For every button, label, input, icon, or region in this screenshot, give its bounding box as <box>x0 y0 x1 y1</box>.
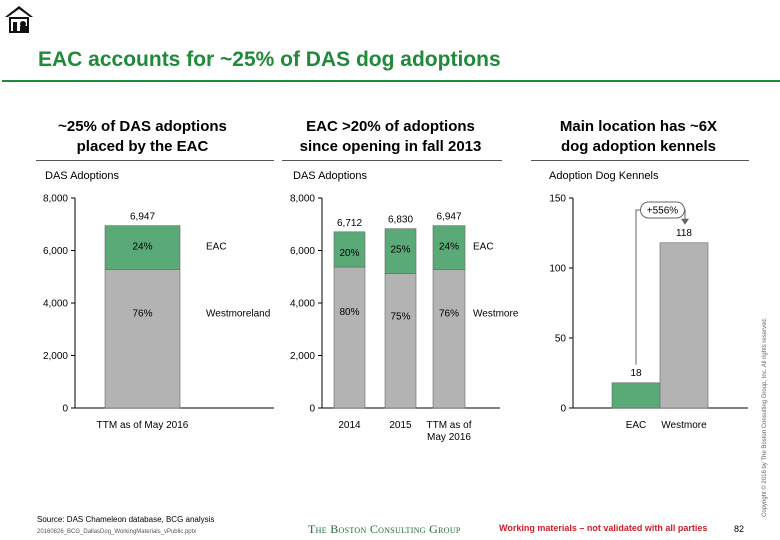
chart-3-y-tick-label: 150 <box>549 194 566 205</box>
title-divider <box>2 80 780 82</box>
chart-3-growth-arrowhead <box>681 218 689 225</box>
chart-3-bar-value-label: 18 <box>630 368 642 379</box>
panel-2-title: EAC >20% of adoptions since opening in f… <box>283 117 498 157</box>
panel-2-title-line-1: EAC >20% of adoptions <box>306 118 475 135</box>
chart-1-category-label: TTM as of May 2016 <box>97 420 189 431</box>
chart-3-bar-value-label: 118 <box>676 228 692 239</box>
chart-2-bar-westmore <box>333 266 366 409</box>
chart-1-y-tick-label: 2,000 <box>43 351 68 362</box>
chart-1-bar-pct-label: 76% <box>132 309 152 320</box>
chart-1-legend-eac: EAC <box>206 242 227 253</box>
chart-2-y-tick-label: 0 <box>309 404 315 415</box>
chart-3-category-label: Westmore <box>661 420 707 431</box>
chart-2-bar-pct-label: 20% <box>339 248 359 259</box>
chart-3-bar-eac <box>611 382 661 409</box>
chart-2-category-label: TTM as of <box>426 420 471 431</box>
chart-3-y-tick-label: 50 <box>555 334 567 345</box>
chart-2-bar-eac <box>384 228 417 274</box>
house-logo-icon <box>5 6 33 33</box>
chart-2-bar-eac <box>333 231 366 268</box>
chart-2-category-label: May 2016 <box>427 432 471 443</box>
page-title: EAC accounts for ~25% of DAS dog adoptio… <box>38 48 501 71</box>
chart-1-y-tick-label: 4,000 <box>43 299 68 310</box>
file-name: 20160826_BCG_DallasDog_WorkingMaterials_… <box>37 529 197 535</box>
chart-2-bar-pct-label: 76% <box>439 309 459 320</box>
chart-1-y-tick-label: 0 <box>62 404 68 415</box>
chart-2-category-label: 2014 <box>338 420 361 431</box>
chart-2-legend-westmore: Westmore <box>473 309 519 320</box>
panel-1-divider <box>36 160 274 161</box>
chart-1-y-tick-label: 6,000 <box>43 246 68 257</box>
panel-2-ylabel: DAS Adoptions <box>293 170 367 182</box>
source-note: Source: DAS Chameleon database, BCG anal… <box>37 515 215 524</box>
chart-2-y-tick-label: 2,000 <box>290 351 315 362</box>
chart-1-bar-pct-label: 24% <box>132 242 152 253</box>
panel-1-title: ~25% of DAS adoptions placed by the EAC <box>40 117 245 157</box>
chart-1-bar-total-label: 6,947 <box>130 212 155 223</box>
chart-2-legend-eac: EAC <box>473 242 494 253</box>
page-number: 82 <box>734 524 745 534</box>
chart-2-bar-total-label: 6,830 <box>388 215 413 226</box>
panel-3-title-line-2: dog adoption kennels <box>560 138 716 155</box>
chart-2-y-tick-label: 8,000 <box>290 194 315 205</box>
copyright-note: Copyright © 2016 by The Boston Consultin… <box>762 317 768 517</box>
chart-2-bar-westmore <box>432 269 466 409</box>
panel-1-title-line-1: ~25% of DAS adoptions <box>58 118 227 135</box>
panel-3-ylabel: Adoption Dog Kennels <box>549 170 659 182</box>
chart-2-bar-total-label: 6,947 <box>436 212 461 223</box>
chart-1-legend-westmore: Westmoreland <box>206 309 270 320</box>
chart-1-y-tick-label: 8,000 <box>43 194 68 205</box>
chart-2-bar-pct-label: 25% <box>390 245 410 256</box>
chart-3-category-label: EAC <box>626 420 647 431</box>
chart-3-y-tick-label: 0 <box>560 404 566 415</box>
chart-3-y-tick-label: 100 <box>549 264 566 275</box>
panel-1-title-line-2: placed by the EAC <box>76 138 209 155</box>
panel-1-ylabel: DAS Adoptions <box>45 170 119 182</box>
chart-2-bar-westmore <box>384 273 417 409</box>
chart-1-bar-westmore <box>104 269 181 409</box>
chart-3-growth-label: +556% <box>647 206 679 217</box>
panel-2-title-line-2: since opening in fall 2013 <box>299 138 482 155</box>
panel-3-divider <box>531 160 749 161</box>
panel-3-title-line-1: Main location has ~6X <box>559 118 718 135</box>
chart-2-bar-pct-label: 75% <box>390 311 410 322</box>
chart-2-bar-total-label: 6,712 <box>337 218 362 229</box>
chart-3-growth-bubble <box>640 201 685 219</box>
chart-2-y-tick-label: 4,000 <box>290 299 315 310</box>
brand-logo: The Boston Consulting Group <box>308 522 461 536</box>
chart-2-category-label: 2015 <box>389 420 412 431</box>
chart-2-bar-eac <box>432 225 466 270</box>
warning-note: Working materials – not validated with a… <box>499 523 708 533</box>
panel-2-divider <box>282 160 502 161</box>
panel-3-title: Main location has ~6X dog adoption kenne… <box>536 117 741 157</box>
chart-3-bar-westmore <box>659 242 709 409</box>
chart-2-bar-pct-label: 80% <box>339 307 359 318</box>
chart-2-y-tick-label: 6,000 <box>290 246 315 257</box>
chart-2-bar-pct-label: 24% <box>439 242 459 253</box>
chart-1-bar-eac <box>104 225 181 270</box>
